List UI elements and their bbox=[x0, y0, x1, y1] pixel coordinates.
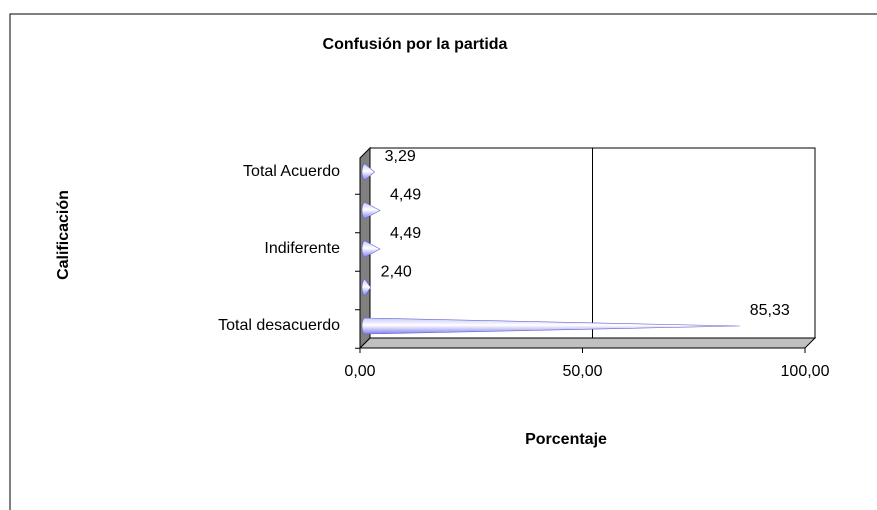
y-tick-label: Total Acuerdo bbox=[243, 163, 340, 180]
x-tick-label: 50,00 bbox=[562, 363, 602, 380]
bar bbox=[361, 163, 376, 181]
bar bbox=[361, 202, 381, 219]
x-tick-label: 0,00 bbox=[344, 363, 375, 380]
data-label: 2,40 bbox=[381, 264, 412, 281]
bar bbox=[361, 317, 740, 335]
bar bbox=[361, 240, 381, 258]
data-label: 3,29 bbox=[385, 148, 416, 165]
floor bbox=[358, 337, 817, 349]
bar bbox=[361, 279, 372, 296]
y-tick-label: Total desacuerdo bbox=[218, 317, 340, 334]
data-label: 4,49 bbox=[390, 225, 421, 242]
chart-title: Confusión por la partida bbox=[323, 36, 508, 53]
x-axis-label: Porcentaje bbox=[525, 431, 607, 448]
y-axis-label: Calificación bbox=[55, 190, 72, 280]
data-label: 85,33 bbox=[750, 302, 790, 319]
data-label: 4,49 bbox=[390, 187, 421, 204]
y-tick-label: Indiferente bbox=[264, 240, 340, 257]
x-tick-label: 100,00 bbox=[781, 363, 830, 380]
frame bbox=[9, 13, 877, 510]
